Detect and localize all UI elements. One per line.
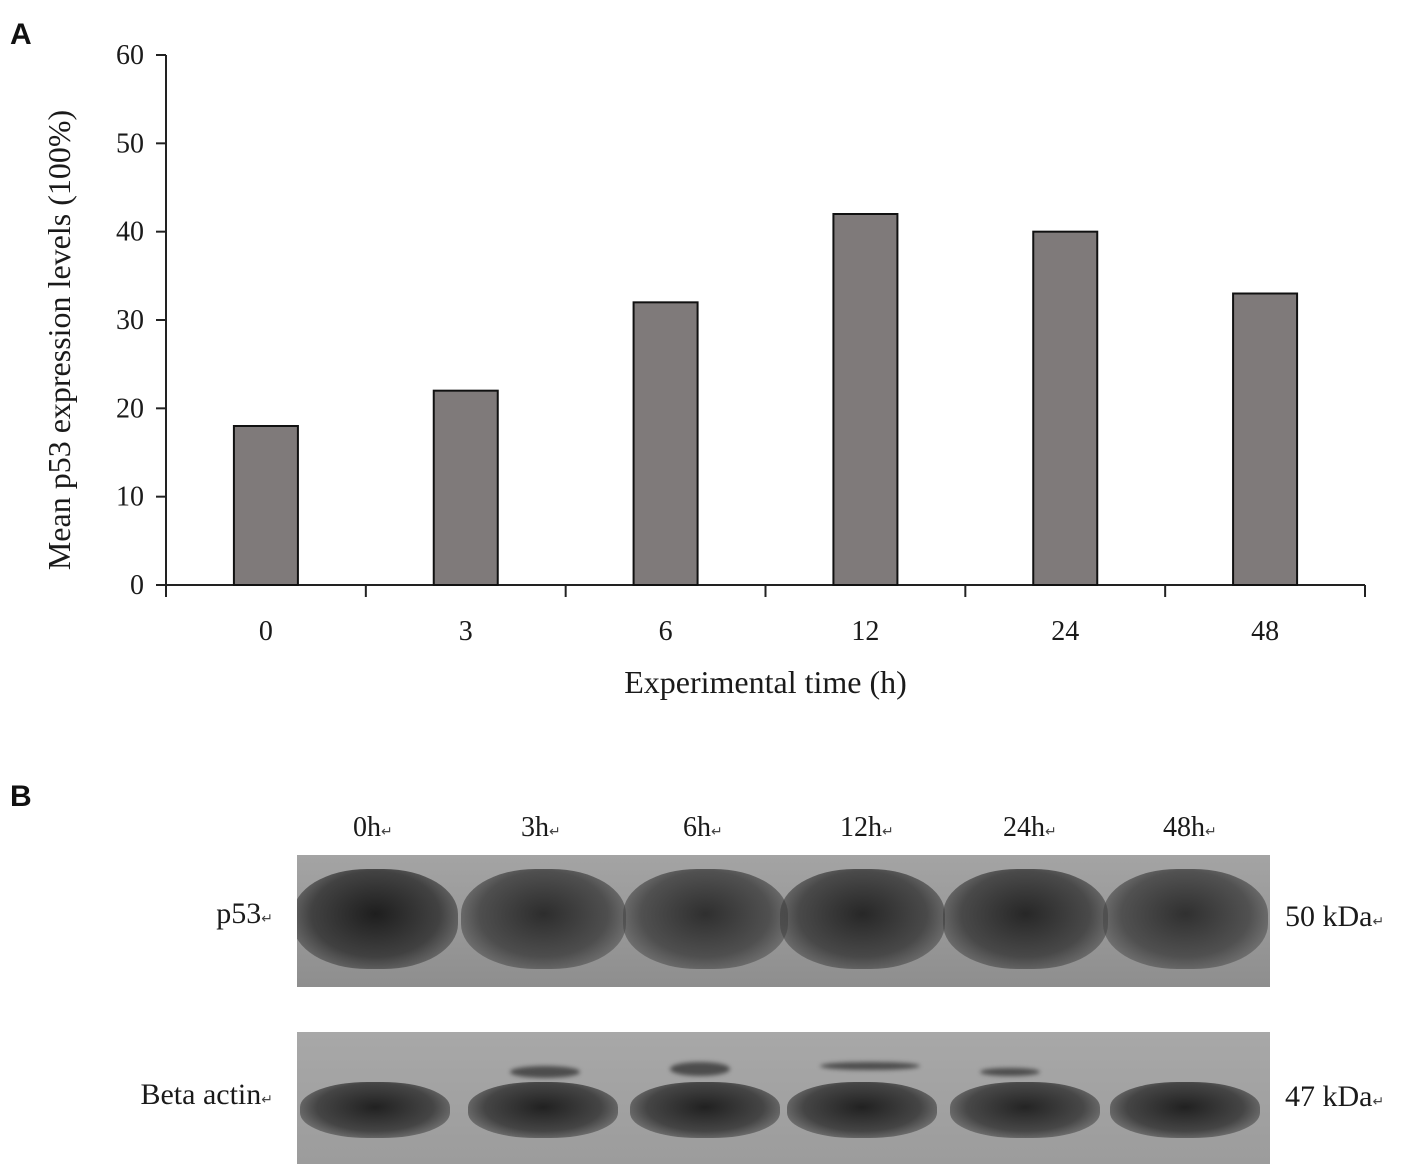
return-mark-icon: ↵ xyxy=(261,1093,273,1108)
x-tick-label: 6 xyxy=(659,616,673,647)
blot-band xyxy=(630,1082,780,1138)
blot-band xyxy=(787,1082,937,1138)
y-tick-label: 0 xyxy=(130,570,144,601)
blot-kda-p53: 50 kDa↵ xyxy=(1285,900,1384,934)
blot-band xyxy=(468,1082,618,1138)
blot-faint-band xyxy=(510,1066,580,1078)
return-mark-icon: ↵ xyxy=(1372,1095,1385,1110)
blot-band xyxy=(942,869,1108,969)
x-tick-label: 0 xyxy=(259,616,273,647)
bar-chart: 0 10 20 30 40 50 60 0 3 6 12 24 48 Experimental time … xyxy=(41,40,1366,700)
blot-lane-label: 12h↵ xyxy=(840,812,894,843)
blot-row-label-text: Beta actin xyxy=(140,1078,262,1111)
blot-lane-label: 48h↵ xyxy=(1163,812,1217,843)
blot-band xyxy=(950,1082,1100,1138)
blot-row-label-p53: p53↵ xyxy=(216,897,273,931)
bar xyxy=(1032,230,1099,587)
blot-band xyxy=(300,1082,450,1138)
return-mark-icon: ↵ xyxy=(1372,915,1385,930)
blot-strip-p53 xyxy=(297,855,1270,987)
bar xyxy=(632,301,699,586)
blot-faint-band xyxy=(980,1068,1040,1076)
blot-band xyxy=(460,869,626,969)
y-tick-label: 50 xyxy=(116,128,144,159)
y-tick-label: 40 xyxy=(116,217,144,248)
x-axis-title: Experimental time (h) xyxy=(624,664,907,700)
y-tick-label: 10 xyxy=(116,482,144,513)
blot-row-label-actin: Beta actin↵ xyxy=(140,1078,273,1112)
blot-strip-actin xyxy=(297,1032,1270,1164)
blot-band xyxy=(297,869,458,969)
x-tick-label: 48 xyxy=(1251,616,1279,647)
bar xyxy=(1232,292,1299,586)
y-tick-label: 20 xyxy=(116,393,144,424)
panel-label-b: B xyxy=(10,780,32,813)
y-tick-label: 60 xyxy=(116,40,144,71)
y-axis-title: Mean p53 expression levels (100%) xyxy=(41,110,77,570)
blot-lane-label: 3h↵ xyxy=(521,812,561,843)
panel-label-a: A xyxy=(10,18,32,51)
blot-lane-label: 6h↵ xyxy=(683,812,723,843)
blot-band xyxy=(1110,1082,1260,1138)
return-mark-icon: ↵ xyxy=(261,912,273,927)
blot-band xyxy=(622,869,788,969)
kda-text: 47 kDa xyxy=(1285,1080,1373,1113)
chart-bars xyxy=(232,213,1299,587)
chart-axes xyxy=(156,54,1366,597)
blot-faint-band xyxy=(670,1062,730,1076)
blot-lane-label: 24h↵ xyxy=(1003,812,1057,843)
kda-text: 50 kDa xyxy=(1285,900,1373,933)
bar xyxy=(432,389,499,586)
blot-faint-band xyxy=(820,1062,920,1070)
x-tick-label: 12 xyxy=(851,616,879,647)
blot-kda-actin: 47 kDa↵ xyxy=(1285,1080,1384,1114)
blot-row-label-text: p53 xyxy=(216,897,262,930)
bar xyxy=(832,213,899,586)
chart-labels: 0 10 20 30 40 50 60 0 3 6 12 24 48 Experimental time … xyxy=(41,40,1279,700)
x-tick-label: 3 xyxy=(459,616,473,647)
blot-lane-label: 0h↵ xyxy=(353,812,393,843)
x-tick-label: 24 xyxy=(1051,616,1079,647)
bar xyxy=(232,425,299,586)
blot-band xyxy=(779,869,945,969)
y-tick-label: 30 xyxy=(116,305,144,336)
blot-band xyxy=(1102,869,1268,969)
